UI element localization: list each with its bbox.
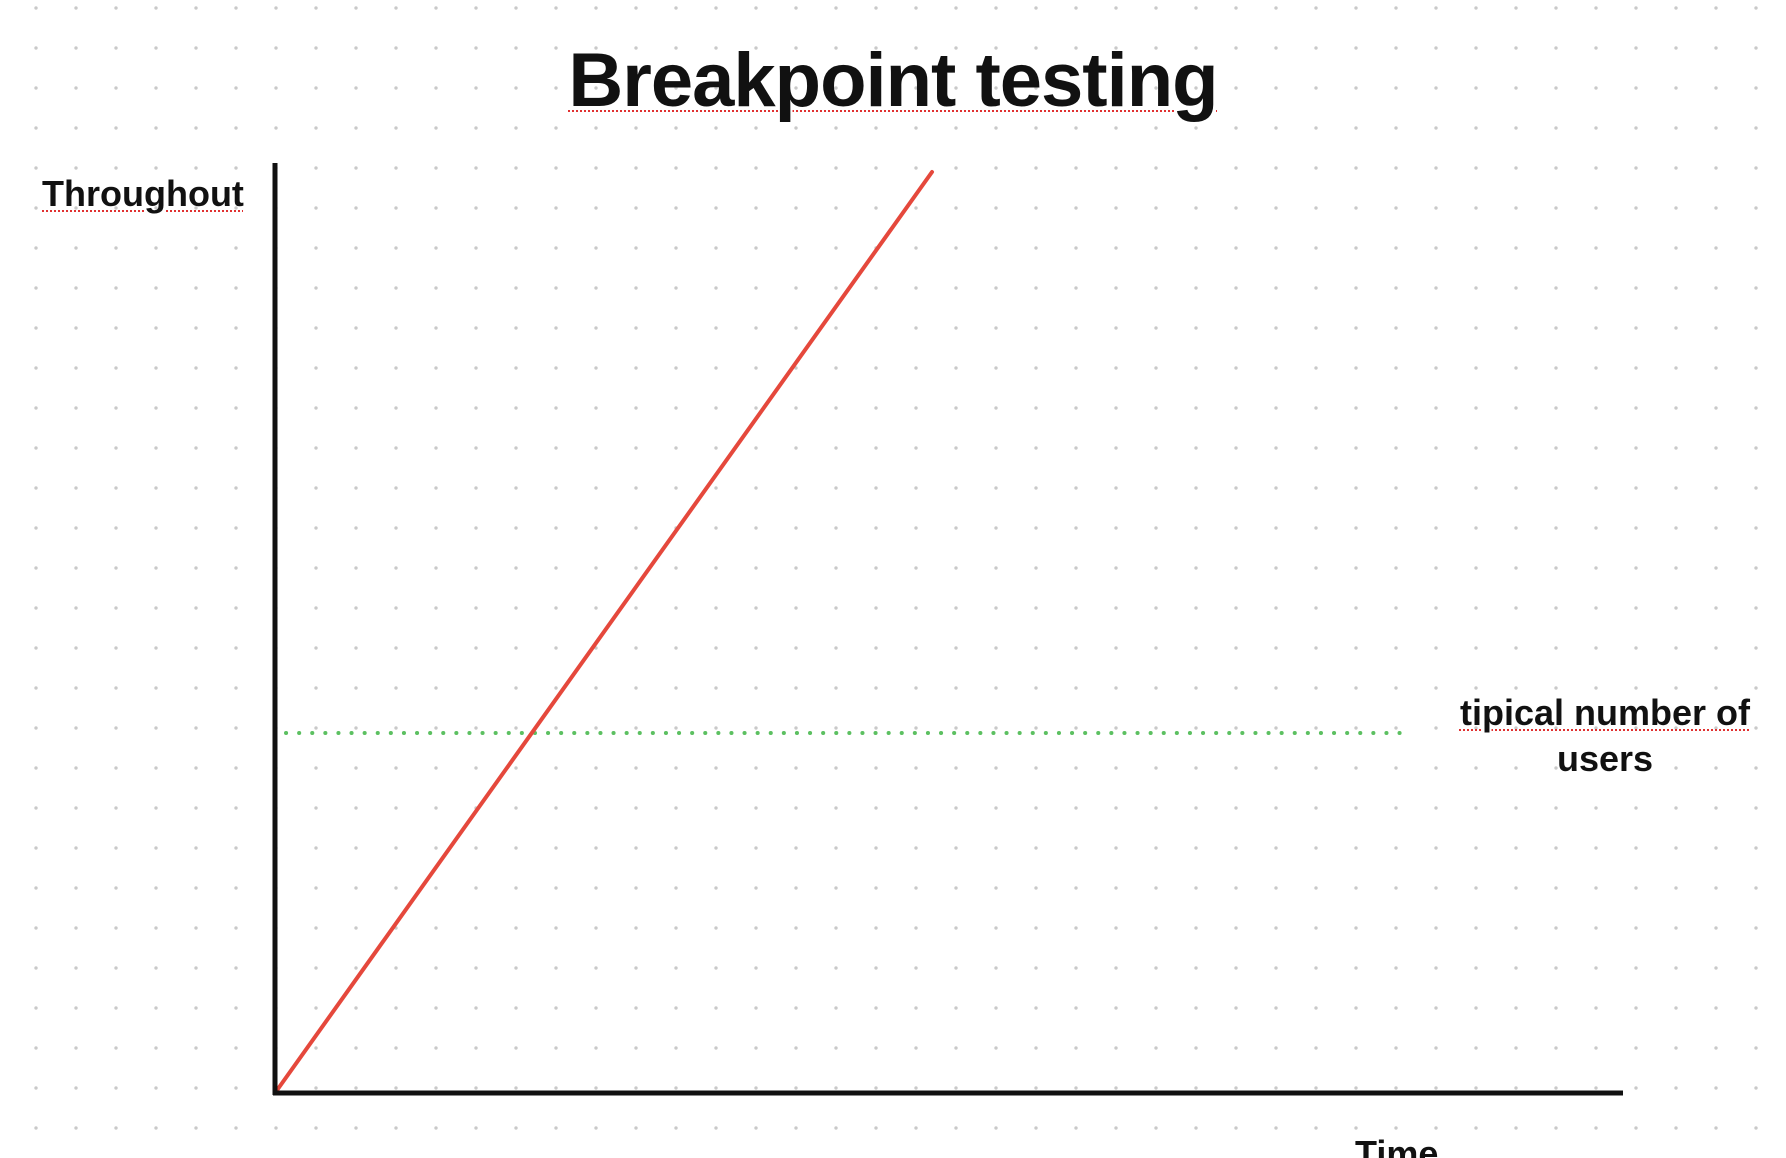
y-axis-label-text: Throughout (42, 173, 244, 214)
title-text: Breakpoint testing (568, 38, 1218, 123)
x-axis-label: Time (1355, 1133, 1439, 1158)
reference-label-line2: users (1556, 738, 1654, 779)
reference-label-line1: tipical number of (1459, 692, 1751, 733)
y-axis-label: Throughout (42, 172, 244, 216)
throughput-line (273, 170, 934, 1095)
diagram-title: Breakpoint testing (0, 36, 1786, 126)
reference-line-label: tipical number of users (1440, 690, 1770, 782)
